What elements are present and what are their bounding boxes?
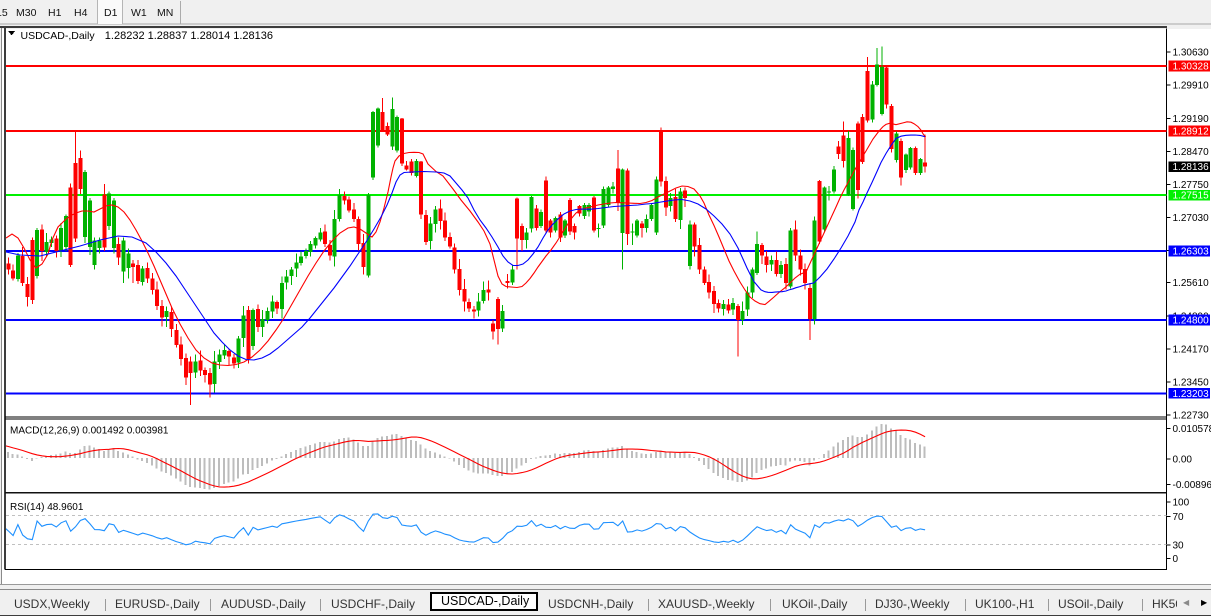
svg-text:1.30630: 1.30630 bbox=[1173, 48, 1210, 59]
svg-text:1.24170: 1.24170 bbox=[1173, 344, 1210, 355]
svg-text:MACD(12,26,9) 0.001492 0.00398: MACD(12,26,9) 0.001492 0.003981 bbox=[10, 426, 169, 437]
svg-text:1.28912: 1.28912 bbox=[1173, 127, 1210, 138]
svg-text:1.27030: 1.27030 bbox=[1173, 213, 1210, 224]
svg-text:1.28136: 1.28136 bbox=[1173, 162, 1210, 173]
svg-text:30: 30 bbox=[1173, 541, 1185, 552]
svg-text:1.29910: 1.29910 bbox=[1173, 81, 1210, 92]
svg-text:USDCAD-,Daily: USDCAD-,Daily bbox=[21, 30, 96, 42]
svg-text:RSI(14) 48.9601: RSI(14) 48.9601 bbox=[10, 502, 84, 513]
svg-text:1.29190: 1.29190 bbox=[1173, 114, 1210, 125]
svg-text:1.24800: 1.24800 bbox=[1173, 315, 1210, 326]
svg-text:-0.00896: -0.00896 bbox=[1173, 480, 1211, 491]
svg-text:100: 100 bbox=[1173, 497, 1190, 508]
svg-text:1.28232 1.28837 1.28014 1.2813: 1.28232 1.28837 1.28014 1.28136 bbox=[105, 30, 273, 42]
svg-text:0: 0 bbox=[1173, 554, 1179, 565]
svg-text:0.010578: 0.010578 bbox=[1173, 424, 1211, 435]
svg-text:1.28470: 1.28470 bbox=[1173, 147, 1210, 158]
svg-text:1.23450: 1.23450 bbox=[1173, 378, 1210, 389]
svg-text:1.26303: 1.26303 bbox=[1173, 246, 1210, 257]
svg-text:1.27750: 1.27750 bbox=[1173, 180, 1210, 191]
svg-text:0.00: 0.00 bbox=[1173, 454, 1193, 465]
svg-text:1.27515: 1.27515 bbox=[1173, 191, 1210, 202]
svg-text:70: 70 bbox=[1173, 512, 1185, 523]
svg-text:1.30328: 1.30328 bbox=[1173, 62, 1210, 73]
svg-text:1.22730: 1.22730 bbox=[1173, 411, 1210, 422]
svg-text:1.25610: 1.25610 bbox=[1173, 278, 1210, 289]
svg-text:1.23203: 1.23203 bbox=[1173, 389, 1210, 400]
